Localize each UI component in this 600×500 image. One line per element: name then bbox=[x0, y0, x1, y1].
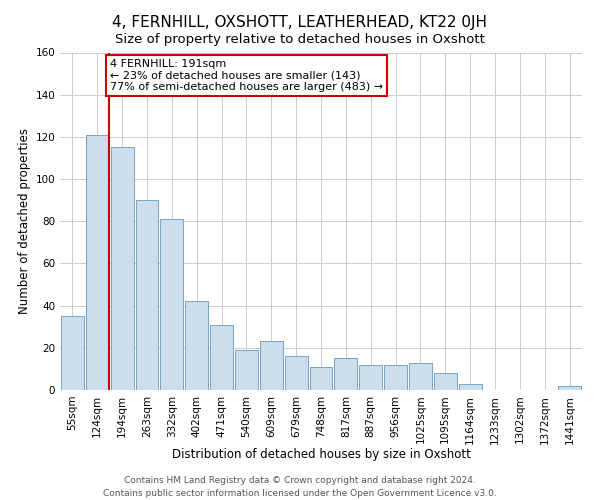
Bar bbox=[285, 356, 308, 390]
Bar bbox=[185, 302, 208, 390]
Text: 4 FERNHILL: 191sqm
← 23% of detached houses are smaller (143)
77% of semi-detach: 4 FERNHILL: 191sqm ← 23% of detached hou… bbox=[110, 59, 383, 92]
X-axis label: Distribution of detached houses by size in Oxshott: Distribution of detached houses by size … bbox=[172, 448, 470, 461]
Text: 4, FERNHILL, OXSHOTT, LEATHERHEAD, KT22 0JH: 4, FERNHILL, OXSHOTT, LEATHERHEAD, KT22 … bbox=[113, 15, 487, 30]
Text: Size of property relative to detached houses in Oxshott: Size of property relative to detached ho… bbox=[115, 32, 485, 46]
Bar bbox=[384, 364, 407, 390]
Bar bbox=[61, 316, 84, 390]
Text: Contains HM Land Registry data © Crown copyright and database right 2024.
Contai: Contains HM Land Registry data © Crown c… bbox=[103, 476, 497, 498]
Bar bbox=[210, 324, 233, 390]
Bar bbox=[260, 342, 283, 390]
Bar bbox=[160, 219, 183, 390]
Bar bbox=[409, 362, 432, 390]
Bar bbox=[235, 350, 258, 390]
Bar bbox=[111, 148, 134, 390]
Bar bbox=[86, 135, 109, 390]
Bar bbox=[459, 384, 482, 390]
Bar bbox=[334, 358, 357, 390]
Bar bbox=[558, 386, 581, 390]
Y-axis label: Number of detached properties: Number of detached properties bbox=[18, 128, 31, 314]
Bar bbox=[136, 200, 158, 390]
Bar bbox=[434, 373, 457, 390]
Bar bbox=[310, 367, 332, 390]
Bar bbox=[359, 364, 382, 390]
